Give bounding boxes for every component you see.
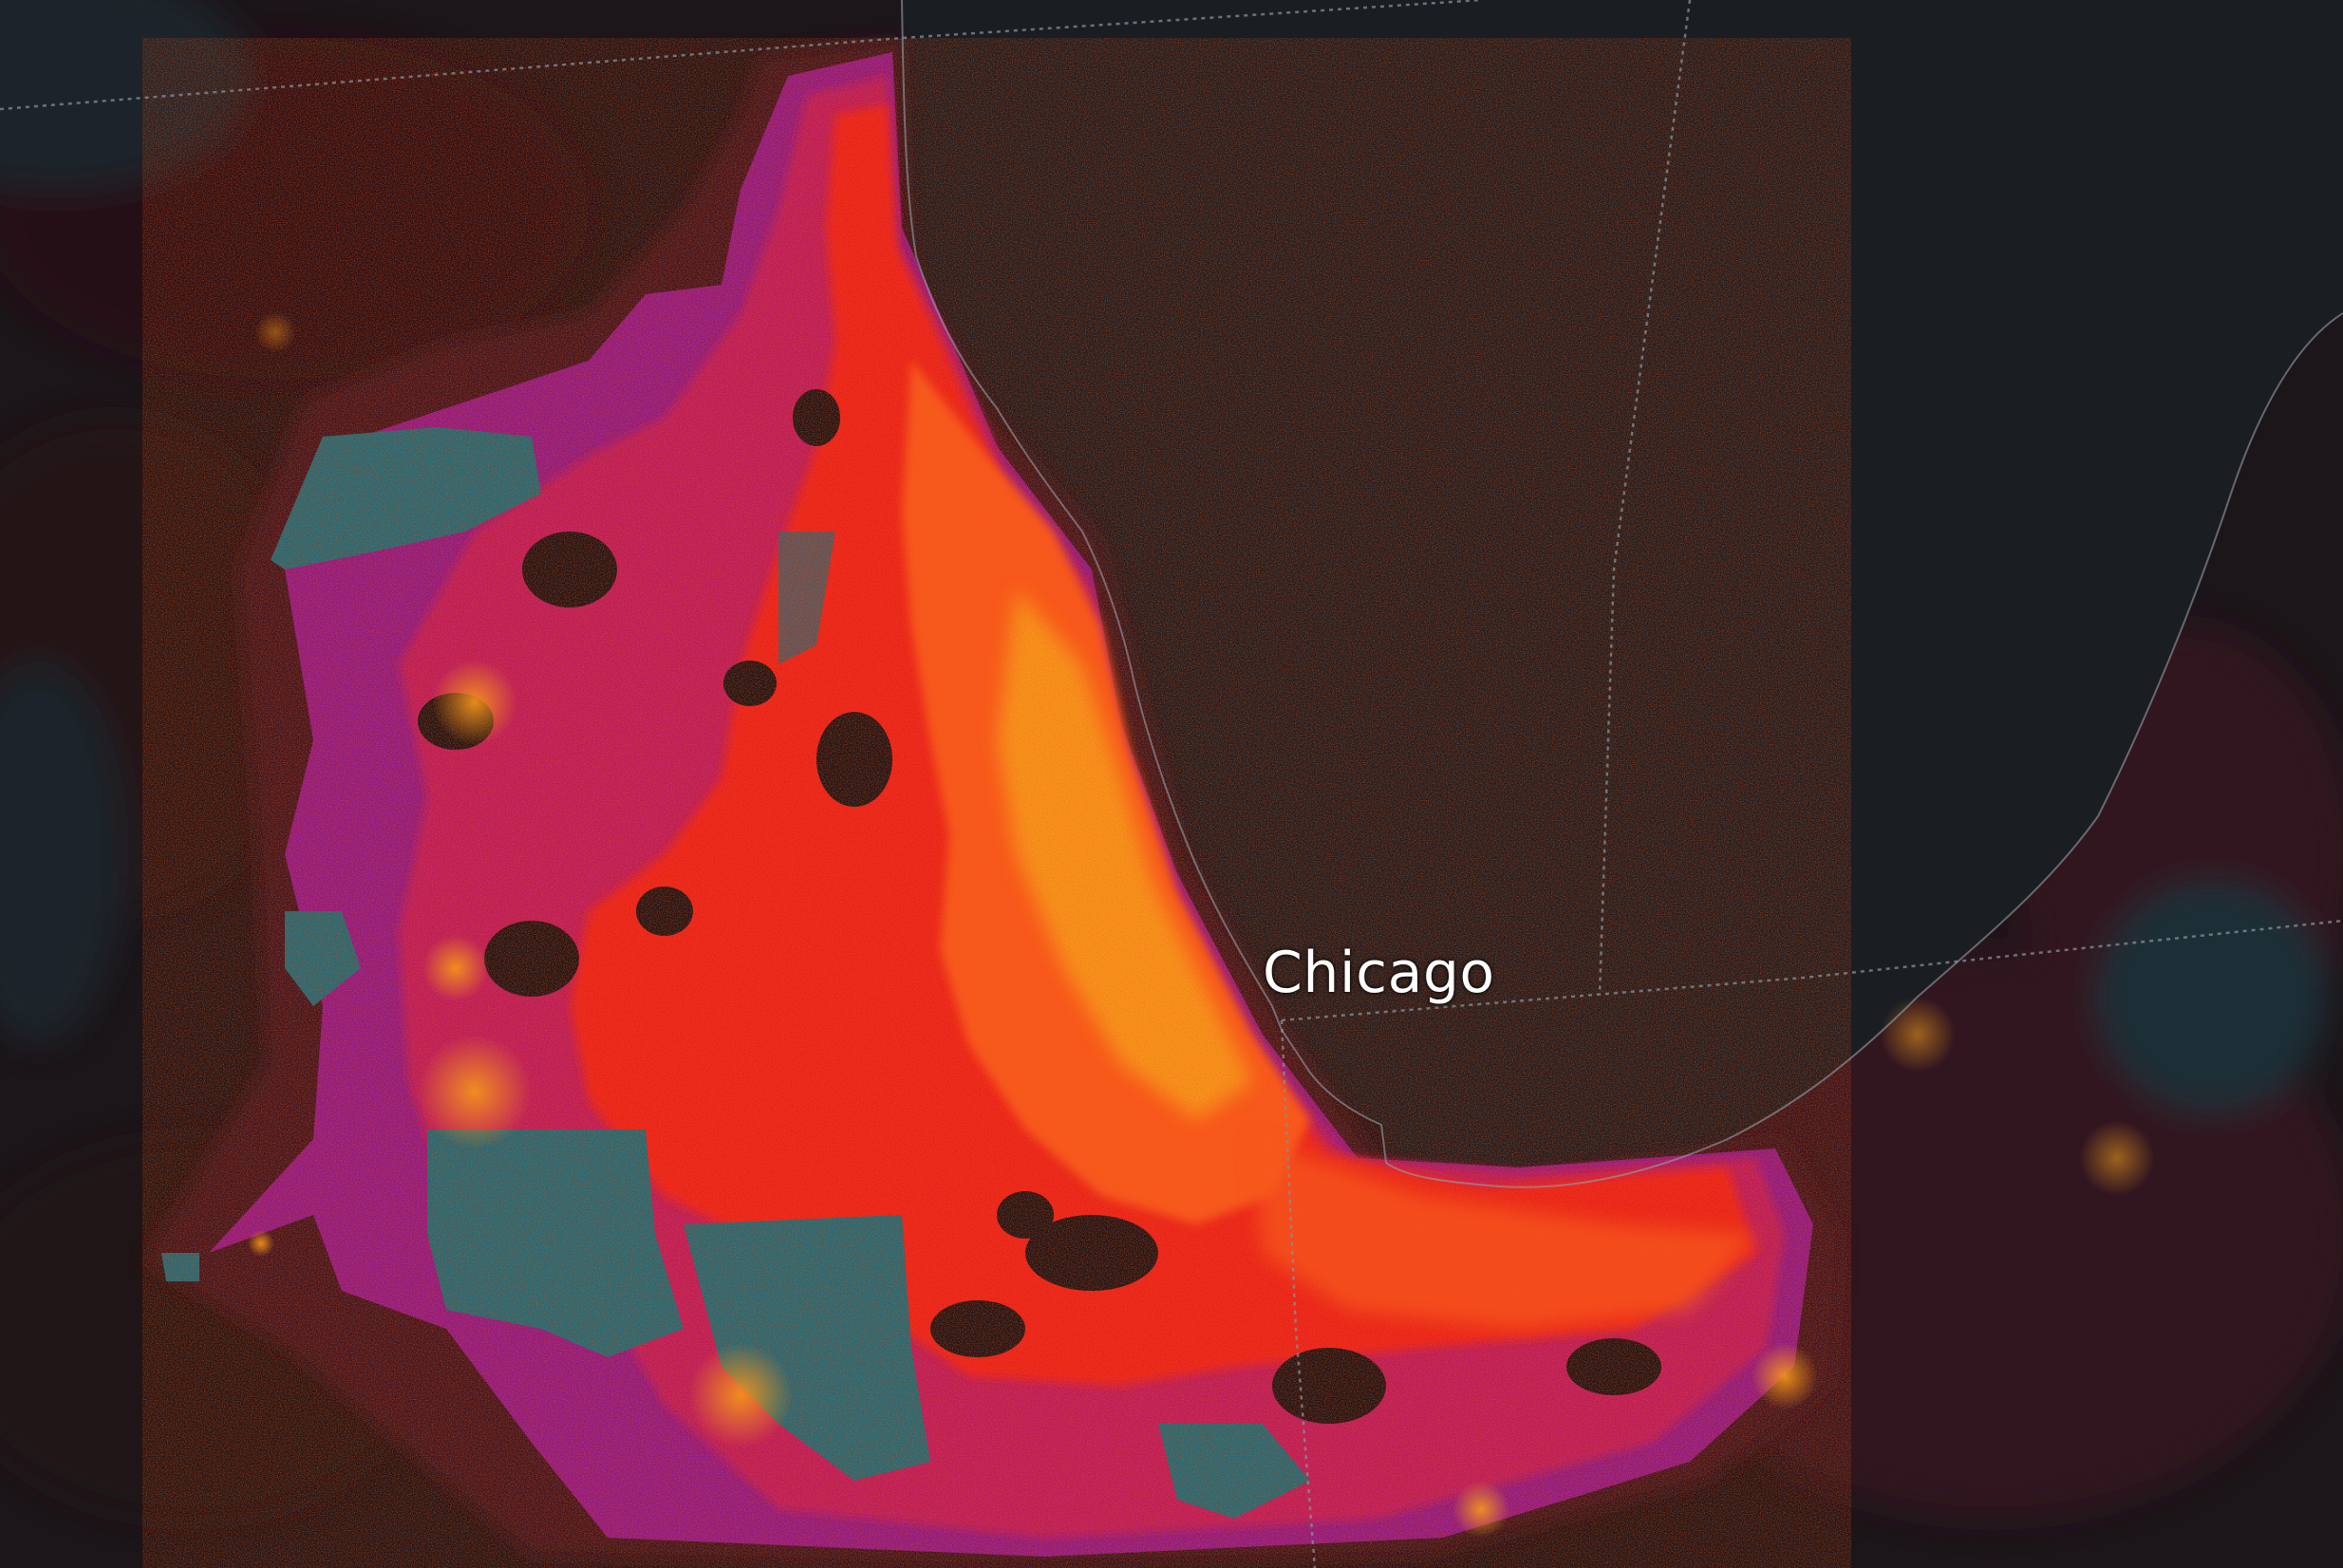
city-label: Chicago [1263,940,1495,1006]
shoreline [901,0,2343,1188]
border-il-wi [0,0,1482,111]
border-in-mi [1281,919,2343,1022]
border-il-in [1280,1019,1317,1568]
pixel-speckle [142,38,1851,1568]
urban-heat-layer [142,38,2155,1568]
border-lake-il-in [1598,0,1692,996]
